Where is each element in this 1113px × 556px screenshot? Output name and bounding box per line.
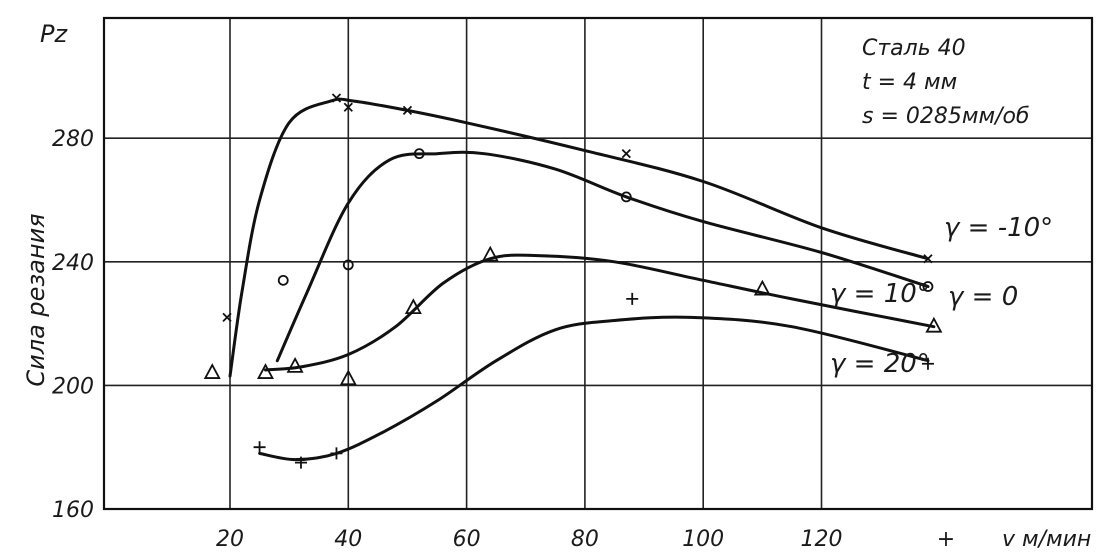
data-point-x bbox=[222, 312, 232, 323]
y-axis-title: Pz bbox=[40, 20, 68, 48]
x-tick-label: 40 bbox=[334, 527, 362, 552]
tick-labels: 20 40 60 80 100 120 160 200 240 280 + bbox=[52, 127, 955, 552]
annotation-line-1: Сталь 40 bbox=[862, 36, 966, 61]
data-point-triangle bbox=[404, 298, 422, 315]
data-point-plus bbox=[626, 292, 639, 305]
y-axis-label: Сила резания bbox=[22, 213, 50, 386]
data-point-o bbox=[922, 281, 934, 292]
data-point-triangle bbox=[753, 279, 771, 296]
x-tick-label: 120 bbox=[801, 527, 843, 552]
data-point-triangle bbox=[256, 363, 274, 379]
series-label-gamma-0: γ = 0 bbox=[948, 282, 1018, 312]
y-tick-label: 240 bbox=[52, 251, 94, 276]
data-point-triangle bbox=[339, 369, 357, 386]
series-line-3 bbox=[258, 315, 930, 462]
plot-frame bbox=[102, 16, 1094, 511]
data-point-plus bbox=[294, 456, 307, 469]
series-label-gamma-minus-10: γ = -10° bbox=[944, 213, 1053, 243]
data-point-triangle bbox=[925, 316, 943, 333]
data-point-o bbox=[620, 191, 632, 203]
x-axis-label: v м/мин bbox=[1002, 527, 1091, 552]
data-point-o bbox=[413, 148, 425, 160]
data-point-o bbox=[342, 259, 354, 271]
data-point-plus bbox=[921, 357, 934, 370]
y-tick-label: 160 bbox=[52, 498, 94, 523]
x-tick-label: 100 bbox=[682, 527, 724, 552]
annotation-line-3: s = 0285мм/об bbox=[862, 104, 1030, 129]
series-label-gamma-20: γ = 20° bbox=[830, 349, 930, 379]
series-label-gamma-10: γ = 10° bbox=[830, 279, 930, 309]
data-point-plus bbox=[330, 447, 343, 460]
series-curves bbox=[228, 97, 936, 462]
data-point-plus bbox=[253, 441, 266, 454]
series-line-2 bbox=[264, 253, 936, 372]
y-tick-label: 280 bbox=[52, 127, 94, 152]
x-tick-label: 80 bbox=[571, 527, 599, 552]
data-point-x bbox=[923, 254, 933, 264]
data-point-triangle bbox=[286, 356, 304, 373]
data-point-x bbox=[402, 105, 413, 116]
data-point-triangle bbox=[481, 245, 499, 262]
data-point-x bbox=[343, 102, 353, 112]
x-tick-label: 60 bbox=[453, 527, 481, 552]
data-point-x bbox=[621, 149, 631, 159]
series-markers bbox=[203, 93, 943, 469]
annotation-block: Сталь 40 t = 4 мм s = 0285мм/об bbox=[862, 36, 1030, 129]
y-tick-label: 200 bbox=[52, 374, 94, 399]
data-point-x bbox=[331, 93, 342, 103]
x-tick-label: 20 bbox=[216, 527, 244, 552]
data-point-triangle bbox=[203, 363, 221, 379]
annotation-line-2: t = 4 мм bbox=[862, 70, 957, 95]
data-point-o bbox=[277, 274, 289, 286]
x-axis-arrow-mark: + bbox=[937, 527, 955, 552]
series-line-1 bbox=[275, 150, 930, 363]
